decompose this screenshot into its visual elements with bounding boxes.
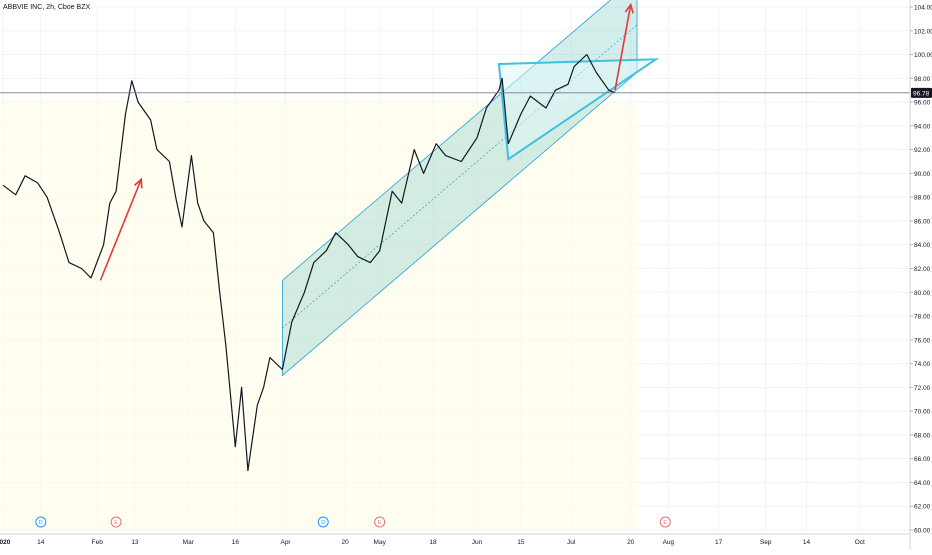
earnings-marker[interactable]	[659, 516, 671, 528]
y-tick-label: 104.00	[914, 5, 932, 12]
x-tick-label: 2020	[0, 539, 11, 546]
y-tick-label: 68.00	[914, 432, 931, 439]
x-tick-label: 17	[715, 539, 723, 546]
dividend-marker[interactable]	[35, 516, 47, 528]
x-tick-label: 15	[517, 539, 525, 546]
x-tick-label: Aug	[663, 539, 675, 546]
y-tick-label: 84.00	[914, 242, 931, 249]
y-tick-label: 98.00	[914, 76, 931, 83]
arrow-line[interactable]	[614, 4, 632, 91]
arrow-head	[134, 177, 143, 189]
y-tick-label: 92.00	[914, 147, 931, 154]
y-tick-label: 74.00	[914, 361, 931, 368]
event-label: D	[321, 520, 325, 526]
y-tick-label: 76.00	[914, 337, 931, 344]
event-label: E	[114, 520, 118, 526]
symbol-label: ABBVIE INC, 2h, Cboe BZX	[3, 4, 91, 11]
y-axis[interactable]: 104.00 102.00 100.00 98.00 96.00 94.00 92.00 90…	[909, 0, 932, 550]
x-tick-label: 14	[37, 539, 45, 546]
y-tick-label: 62.00	[914, 504, 931, 511]
y-tick-label: 102.00	[914, 28, 932, 35]
y-tick-label: 72.00	[914, 385, 931, 392]
x-tick-label: 18	[429, 539, 437, 546]
x-tick-label: Sep	[760, 539, 772, 546]
y-tick-label: 66.00	[914, 456, 931, 463]
price-series	[2, 53, 616, 472]
price-tag	[911, 87, 932, 98]
y-tick-label: 78.00	[914, 314, 931, 321]
arrow-head	[624, 2, 634, 14]
trend-arrows[interactable]	[99, 2, 634, 281]
y-tick-label: 96.00	[914, 100, 931, 107]
y-tick-label: 80.00	[914, 290, 931, 297]
y-tick-label: 90.00	[914, 171, 931, 178]
x-tick-label: Mar	[183, 539, 195, 546]
x-tick-label: Jun	[472, 539, 483, 546]
x-tick-label: 16	[232, 539, 240, 546]
x-tick-label: Oct	[855, 539, 865, 546]
x-tick-label: 13	[131, 539, 139, 546]
y-tick-label: 86.00	[914, 218, 931, 225]
last-price-line: 96.78	[0, 87, 932, 98]
y-tick-label: 94.00	[914, 123, 931, 130]
background-tint-area	[0, 102, 637, 530]
y-tick-label: 60.00	[914, 528, 931, 535]
x-tick-label: Feb	[92, 539, 104, 546]
x-tick-label: Jul	[567, 539, 576, 546]
x-tick-label: 20	[627, 539, 635, 546]
y-tick-label: 82.00	[914, 266, 931, 273]
y-tick-label: 100.00	[914, 52, 932, 59]
x-tick-label: Apr	[280, 539, 291, 546]
event-label: D	[39, 520, 43, 526]
arrow-line[interactable]	[99, 179, 142, 281]
x-axis[interactable]: 2020 14 Feb 13 Mar 16 Apr 20 May 18 Jun 15 Jul 20 Aug 1…	[0, 533, 910, 546]
x-tick-label: 14	[803, 539, 811, 546]
x-tick-label: 20	[342, 539, 350, 546]
y-tick-label: 88.00	[914, 195, 931, 202]
background-tint	[0, 102, 637, 530]
earnings-marker[interactable]	[110, 516, 122, 528]
event-label: E	[378, 520, 382, 526]
earnings-marker[interactable]	[374, 516, 386, 528]
event-label: E	[663, 520, 667, 526]
y-tick-label: 70.00	[914, 409, 931, 416]
y-tick-label: 64.00	[914, 480, 931, 487]
dividend-marker[interactable]	[317, 516, 329, 528]
price-tag-label: 96.78	[913, 90, 930, 97]
price-line	[2, 53, 616, 472]
x-tick-label: May	[374, 539, 387, 546]
